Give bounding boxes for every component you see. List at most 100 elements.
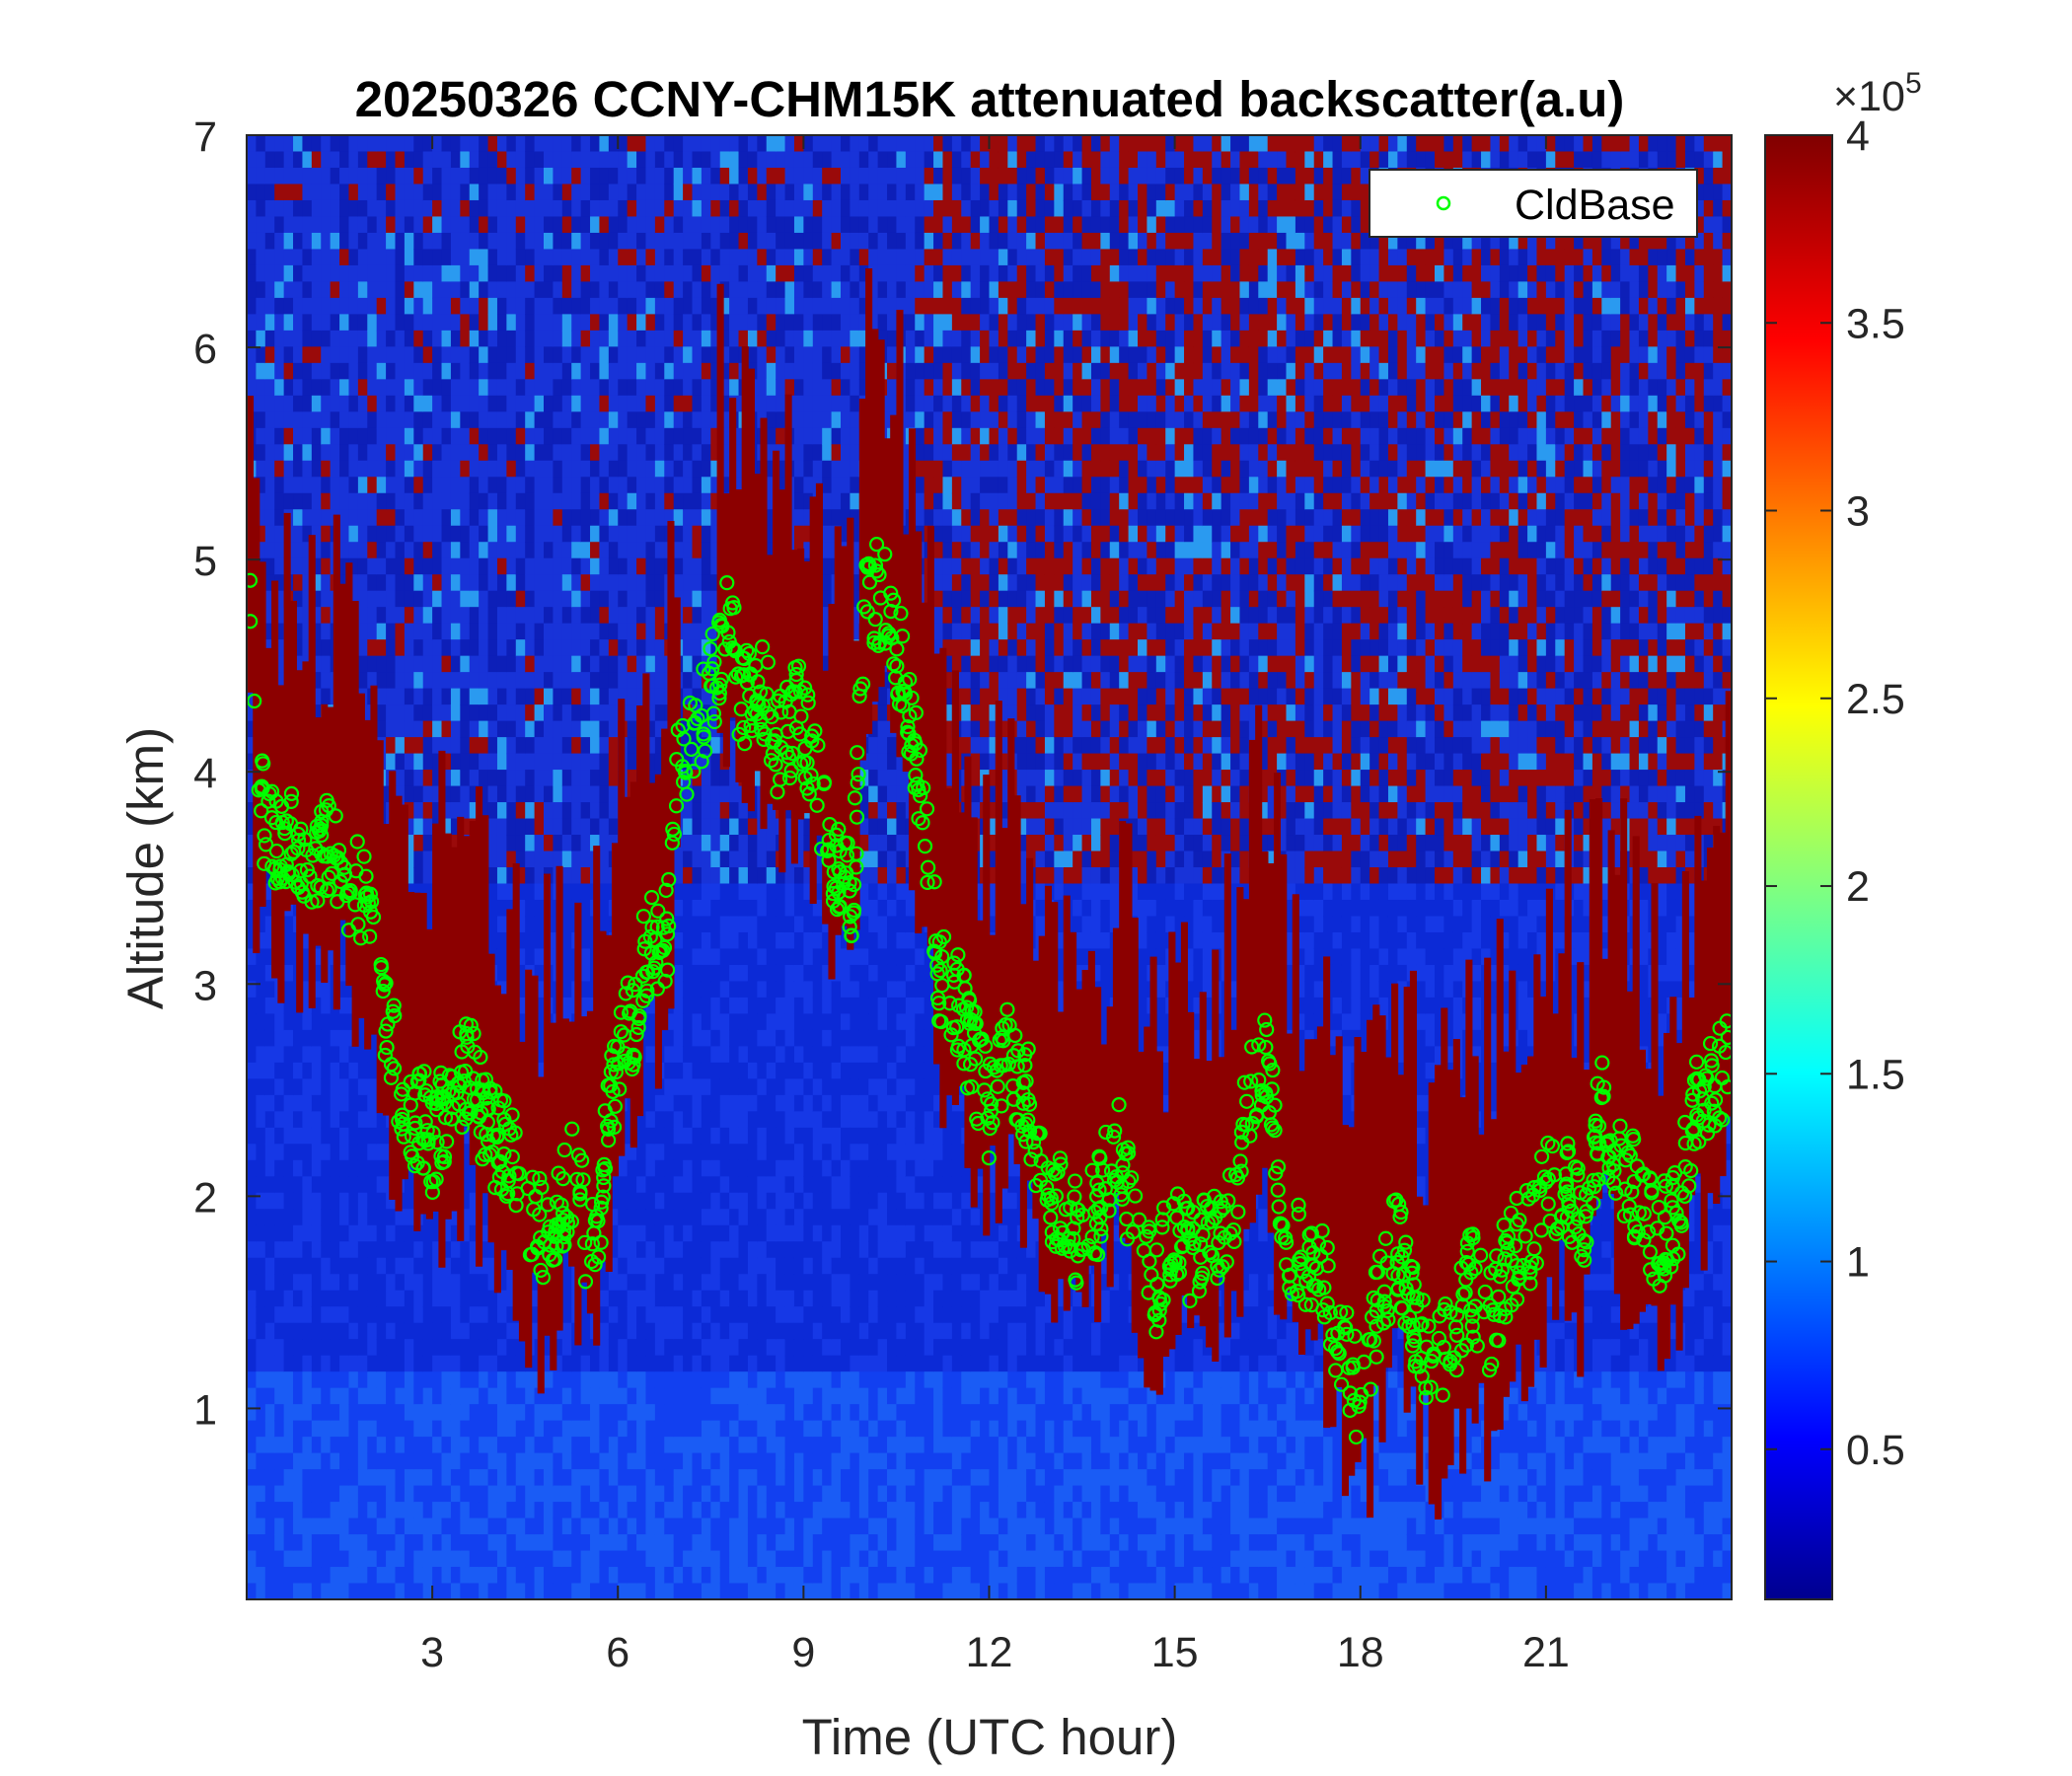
- heatmap-cell: [460, 427, 471, 445]
- heatmap-cell: [404, 672, 414, 690]
- heatmap-cell: [729, 1485, 740, 1503]
- heatmap-cell: [645, 314, 656, 332]
- heatmap-cell: [580, 427, 591, 445]
- heatmap-cell: [729, 1241, 740, 1259]
- heatmap-cell: [561, 1404, 572, 1422]
- heatmap-cell: [441, 1437, 452, 1454]
- heatmap-cell: [339, 1387, 350, 1405]
- heatmap-cell: [692, 1144, 703, 1161]
- heatmap-cell: [645, 1534, 656, 1552]
- heatmap-cell: [339, 1046, 350, 1064]
- heatmap-cell: [506, 492, 517, 510]
- heatmap-cell: [450, 395, 461, 412]
- heatmap-cell: [627, 770, 637, 787]
- heatmap-cell: [515, 346, 526, 364]
- heatmap-cell: [441, 346, 452, 364]
- heatmap-cell: [264, 1159, 275, 1177]
- heatmap-cell: [580, 1437, 591, 1454]
- heatmap-cell: [544, 427, 555, 445]
- heatmap-cell: [302, 997, 313, 1014]
- heatmap-cell: [561, 460, 572, 478]
- heatmap-cell: [710, 753, 721, 771]
- heatmap-cell: [357, 1192, 368, 1210]
- heatmap-cell: [525, 590, 536, 608]
- heatmap-cell: [599, 802, 610, 820]
- heatmap-cell: [469, 1290, 480, 1307]
- heatmap-cell: [729, 199, 740, 218]
- heatmap-cell: [321, 1224, 332, 1242]
- heatmap-cell: [376, 1274, 387, 1292]
- heatmap-cell: [747, 1224, 758, 1242]
- heatmap-cell: [571, 395, 582, 412]
- heatmap-cell: [321, 1111, 332, 1129]
- heatmap-cell: [580, 737, 591, 755]
- heatmap-cell: [506, 297, 517, 315]
- heatmap-cell: [293, 509, 304, 527]
- heatmap-cell: [627, 151, 637, 169]
- heatmap-cell: [367, 1144, 378, 1161]
- heatmap-cell: [654, 151, 665, 169]
- heatmap-cell: [479, 737, 489, 755]
- heatmap-cell: [395, 281, 406, 299]
- heatmap-cell: [432, 232, 443, 251]
- heatmap-cell: [757, 199, 768, 218]
- heatmap-cell: [256, 1485, 266, 1503]
- heatmap-cell: [479, 314, 489, 332]
- heatmap-cell: [618, 1502, 629, 1519]
- heatmap-cell: [274, 1339, 285, 1357]
- heatmap-cell: [506, 167, 517, 185]
- heatmap-cell: [561, 1517, 572, 1535]
- heatmap-cell: [701, 492, 711, 510]
- heatmap-cell: [738, 1078, 749, 1096]
- heatmap-cell: [479, 1404, 489, 1422]
- heatmap-cell: [293, 199, 304, 218]
- heatmap-cell: [413, 851, 424, 868]
- heatmap-cell: [534, 818, 545, 836]
- heatmap-cell: [441, 1420, 452, 1438]
- heatmap-cell: [357, 362, 368, 380]
- heatmap-cell: [683, 997, 694, 1014]
- heatmap-cell: [441, 1534, 452, 1552]
- heatmap-cell: [692, 1094, 703, 1112]
- heatmap-cell: [553, 1437, 563, 1454]
- heatmap-cell: [386, 720, 397, 738]
- heatmap-cell: [673, 525, 684, 543]
- heatmap-cell: [357, 1127, 368, 1145]
- heatmap-cell: [561, 997, 572, 1014]
- heatmap-cell: [293, 297, 304, 315]
- heatmap-cell: [413, 379, 424, 397]
- heatmap-cell: [664, 330, 675, 347]
- heatmap-cell: [487, 1241, 498, 1259]
- heatmap-cell: [553, 590, 563, 608]
- heatmap-cell: [311, 216, 322, 234]
- heatmap-area: [247, 135, 1732, 1599]
- heatmap-cell: [330, 460, 340, 478]
- heatmap-cell: [580, 379, 591, 397]
- heatmap-cell: [311, 264, 322, 282]
- heatmap-cell: [553, 249, 563, 266]
- heatmap-cell: [450, 184, 461, 201]
- heatmap-cell: [413, 1387, 424, 1405]
- heatmap-cell: [247, 1224, 258, 1242]
- heatmap-cell: [321, 362, 332, 380]
- heatmap-cell: [283, 1127, 294, 1145]
- heatmap-cell: [330, 1404, 340, 1422]
- heatmap-cell: [729, 1144, 740, 1161]
- heatmap-cell: [571, 281, 582, 299]
- heatmap-cell: [664, 1339, 675, 1357]
- heatmap-cell: [590, 704, 601, 722]
- heatmap-cell: [738, 199, 749, 218]
- heatmap-cell: [302, 1404, 313, 1422]
- heatmap-cell: [645, 557, 656, 575]
- heatmap-cell: [710, 1241, 721, 1259]
- heatmap-cell: [561, 931, 572, 950]
- heatmap-cell: [683, 1339, 694, 1357]
- heatmap-cell: [515, 720, 526, 738]
- heatmap-cell: [561, 623, 572, 640]
- heatmap-cell: [348, 1144, 359, 1161]
- heatmap-cell: [599, 330, 610, 347]
- heatmap-cell: [496, 672, 507, 690]
- heatmap-cell: [534, 264, 545, 282]
- heatmap-cell: [404, 590, 414, 608]
- heatmap-cell: [348, 314, 359, 332]
